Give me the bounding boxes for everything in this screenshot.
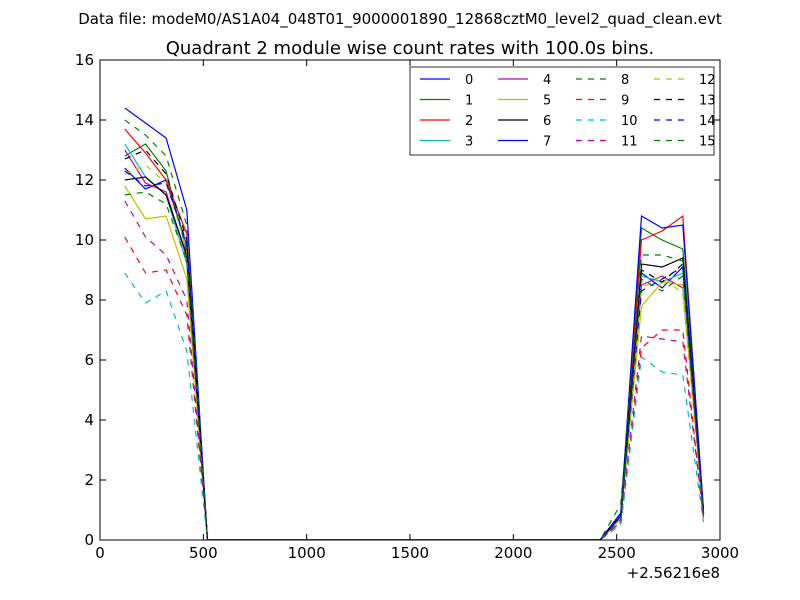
series-lines <box>124 107 705 540</box>
x-axis-offset-label: +2.56216e8 <box>627 564 720 582</box>
legend-label-13: 13 <box>699 94 716 109</box>
legend-label-1: 1 <box>465 94 473 109</box>
y-tick-label: 8 <box>84 291 94 309</box>
axes: 0 500 1000 1500 2000 2500 30000246810121416+2.… <box>75 51 739 582</box>
y-tick-label: 12 <box>75 171 94 189</box>
legend-label-5: 5 <box>543 94 551 109</box>
legend-label-11: 11 <box>621 135 638 150</box>
x-tick-label: 1000 <box>288 544 326 562</box>
y-tick-label: 2 <box>84 471 94 489</box>
x-tick-label: 500 <box>189 544 218 562</box>
legend-label-3: 3 <box>465 135 473 150</box>
legend-label-12: 12 <box>699 73 716 88</box>
y-tick-label: 4 <box>84 411 94 429</box>
series-line-11 <box>124 200 705 540</box>
x-tick-label: 3000 <box>701 544 739 562</box>
x-tick-label: 0 <box>95 544 105 562</box>
legend-label-8: 8 <box>621 73 629 88</box>
series-line-6 <box>124 176 705 540</box>
y-tick-label: 16 <box>75 51 94 69</box>
legend-label-0: 0 <box>465 73 473 88</box>
x-tick-label: 1500 <box>391 544 429 562</box>
y-tick-label: 10 <box>75 231 94 249</box>
legend-label-9: 9 <box>621 94 629 109</box>
legend-label-2: 2 <box>465 114 473 129</box>
data-file-suptitle: Data file: modeM0/AS1A04_048T01_90000018… <box>78 10 722 29</box>
chart-title: Quadrant 2 module wise count rates with … <box>166 38 655 59</box>
plot-area <box>124 107 705 540</box>
x-tick-label: 2500 <box>598 544 636 562</box>
legend-label-6: 6 <box>543 114 551 129</box>
x-tick-label: 2000 <box>494 544 532 562</box>
series-line-7 <box>124 107 705 540</box>
legend-label-4: 4 <box>543 73 551 88</box>
series-line-5 <box>124 185 705 540</box>
y-tick-label: 0 <box>84 531 94 549</box>
legend-box <box>409 66 715 156</box>
legend-label-15: 15 <box>699 135 716 150</box>
legend-label-14: 14 <box>699 114 716 129</box>
legend-label-10: 10 <box>621 114 638 129</box>
y-tick-label: 14 <box>75 111 94 129</box>
y-tick-label: 6 <box>84 351 94 369</box>
legend-label-7: 7 <box>543 135 551 150</box>
